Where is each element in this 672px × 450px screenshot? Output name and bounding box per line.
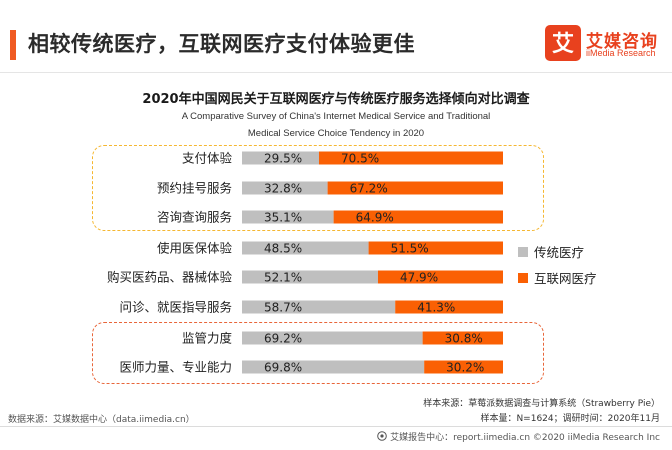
category-label: 问诊、就医指导服务	[119, 300, 232, 315]
category-label: 支付体验	[182, 151, 233, 166]
value-label-traditional: 52.1%	[264, 271, 302, 285]
value-label-internet: 30.2%	[446, 361, 484, 375]
value-label-internet: 47.9%	[400, 271, 438, 285]
chart-subtitle: A Comparative Survey of China's Internet…	[181, 111, 491, 139]
bar-traditional	[242, 360, 425, 374]
logo-mark-char: 艾	[552, 32, 574, 57]
category-label: 使用医保体验	[157, 241, 233, 256]
data-source: 数据来源：艾媒数据中心（data.iimedia.cn）	[8, 415, 195, 425]
value-label-internet: 64.9%	[356, 211, 394, 225]
legend-swatch-internet	[518, 273, 528, 283]
bar-internet	[395, 300, 503, 314]
bar-internet	[333, 210, 503, 224]
page-title: 相较传统医疗，互联网医疗支付体验更佳	[28, 32, 415, 56]
chart-title: 2020年中国网民关于互联网医疗与传统医疗服务选择倾向对比调查	[142, 92, 530, 107]
bar-internet	[368, 241, 503, 255]
value-label-internet: 70.5%	[341, 152, 379, 166]
value-label-internet: 51.5%	[391, 242, 429, 256]
category-label: 监管力度	[182, 331, 233, 346]
category-label: 预约挂号服务	[157, 181, 232, 196]
bar-traditional	[242, 181, 328, 195]
bar-traditional	[242, 210, 334, 224]
legend-traditional: 传统医疗	[518, 242, 584, 261]
header-divider	[0, 72, 672, 73]
footer-credit-text: 艾媒报告中心：report.iimedia.cn ©2020 iiMedia R…	[390, 433, 660, 443]
bar-internet	[377, 270, 503, 284]
value-label-internet: 41.3%	[417, 301, 455, 315]
footer-credit: 艾媒报告中心：report.iimedia.cn ©2020 iiMedia R…	[377, 430, 660, 443]
legend-label-traditional: 传统医疗	[534, 245, 585, 260]
bar-internet	[318, 151, 503, 165]
bar-traditional	[242, 331, 423, 345]
value-label-traditional: 35.1%	[264, 211, 302, 225]
highlight-box-traditional-advantage	[92, 322, 544, 384]
category-label: 购买医药品、器械体验	[107, 270, 233, 285]
bar-traditional	[242, 151, 319, 165]
logo-name-en: iiMedia Research	[586, 48, 656, 58]
title-accent-bar	[10, 30, 16, 60]
value-label-internet: 30.8%	[445, 332, 483, 346]
sample-size: 样本量：N=1624；调研时间：2020年11月	[480, 414, 660, 424]
bar-traditional	[242, 300, 396, 314]
category-label: 医师力量、专业能力	[119, 360, 232, 375]
value-label-traditional: 58.7%	[264, 301, 302, 315]
legend-label-internet: 互联网医疗	[534, 271, 597, 286]
bar-traditional	[242, 241, 369, 255]
footer-divider	[0, 426, 672, 427]
logo-name: 艾媒咨询	[586, 32, 658, 52]
iimedia-logo-icon: 艾	[545, 25, 581, 61]
value-label-traditional: 69.2%	[264, 332, 302, 346]
highlight-box-internet-advantage	[92, 145, 544, 231]
legend-internet: 互联网医疗	[518, 268, 597, 287]
value-label-internet: 67.2%	[350, 182, 388, 196]
sample-source: 样本来源：草莓派数据调查与计算系统（Strawberry Pie）	[423, 399, 660, 409]
report-center-icon	[377, 431, 387, 441]
bar-internet	[422, 331, 503, 345]
value-label-traditional: 29.5%	[264, 152, 302, 166]
value-label-traditional: 32.8%	[264, 182, 302, 196]
bar-internet	[327, 181, 503, 195]
category-label: 咨询查询服务	[157, 210, 232, 225]
legend-swatch-traditional	[518, 247, 528, 257]
bar-internet	[424, 360, 503, 374]
value-label-traditional: 48.5%	[264, 242, 302, 256]
value-label-traditional: 69.8%	[264, 361, 302, 375]
bar-traditional	[242, 270, 378, 284]
iimedia-logo: 艾 艾媒咨询 iiMedia Research	[544, 24, 664, 64]
